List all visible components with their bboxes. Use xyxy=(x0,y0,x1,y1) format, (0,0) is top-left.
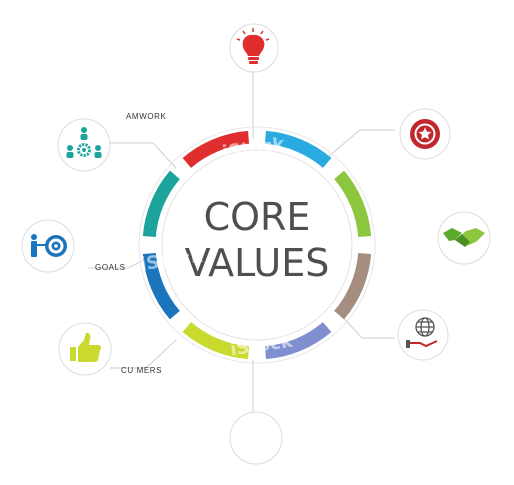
ring-outer-rim xyxy=(138,126,376,364)
label-teamwork: AMWORK xyxy=(126,112,167,121)
ring-segment-8 xyxy=(182,130,250,168)
ring-segment-7 xyxy=(142,170,180,238)
ring-segment-6 xyxy=(142,252,180,320)
center-circle xyxy=(161,149,353,341)
label-goals: GOALS xyxy=(95,263,126,272)
label-customers: CU MERS xyxy=(121,366,163,375)
globe-hand-icon xyxy=(406,317,438,348)
ring-segment-1 xyxy=(264,130,332,168)
icon-circle-right xyxy=(437,211,491,265)
icon-circle-left xyxy=(21,219,75,273)
center-title-line1: CORE xyxy=(204,195,311,239)
core-values-ring xyxy=(138,126,376,364)
icon-circle-top-right xyxy=(399,108,451,160)
center-title-line2: VALUES xyxy=(185,241,330,285)
ring-segment-3 xyxy=(334,252,372,320)
star-badge-icon xyxy=(410,119,440,149)
ring-segment-4 xyxy=(264,322,332,360)
ring-segment-2 xyxy=(334,170,372,238)
connector-lines xyxy=(88,72,395,412)
icon-circle-lower-right xyxy=(397,309,449,361)
team-gears-icon xyxy=(66,127,102,158)
brain-lightbulb-icon xyxy=(236,28,270,64)
handshake-icon xyxy=(443,228,485,247)
icon-circle-lower-left xyxy=(58,322,112,376)
icon-circle-top xyxy=(229,23,279,73)
icon-circle-bottom xyxy=(229,411,283,465)
icon-circle-upper-left xyxy=(57,118,111,172)
target-person-icon xyxy=(31,234,67,257)
ring-segment-5 xyxy=(182,322,250,360)
thumbs-up-icon xyxy=(70,332,102,362)
